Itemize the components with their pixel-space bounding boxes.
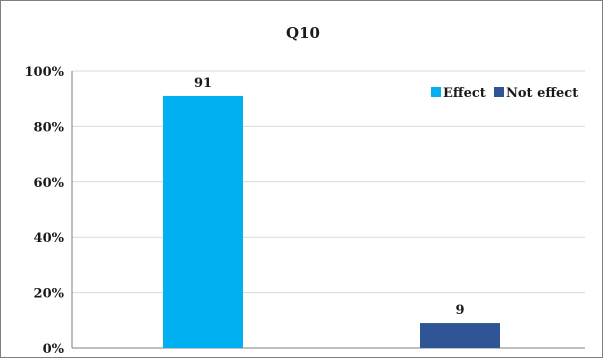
y-tick-label: 40% <box>34 231 65 246</box>
y-tick-label: 60% <box>34 176 65 191</box>
y-tick-label: 80% <box>34 120 65 135</box>
y-tick-label: 20% <box>34 287 65 302</box>
chart-title: Q10 <box>286 24 320 42</box>
bar-not-effect <box>420 323 500 348</box>
legend-swatch-effect <box>431 87 441 97</box>
y-tick-label: 0% <box>43 342 65 357</box>
bars <box>163 95 500 349</box>
gridlines <box>72 70 585 294</box>
data-labels: 91 9 <box>194 76 465 318</box>
legend: Effect Not effect <box>431 86 578 101</box>
legend-label-effect: Effect <box>443 86 486 101</box>
y-tick-label: 100% <box>25 65 65 80</box>
data-label: 91 <box>194 76 212 91</box>
y-axis: 0% 20% 40% 60% 80% 100% <box>25 65 585 357</box>
data-label: 9 <box>455 303 464 318</box>
bar-effect <box>163 95 243 349</box>
legend-label-not-effect: Not effect <box>506 86 578 101</box>
legend-swatch-not-effect <box>494 87 504 97</box>
